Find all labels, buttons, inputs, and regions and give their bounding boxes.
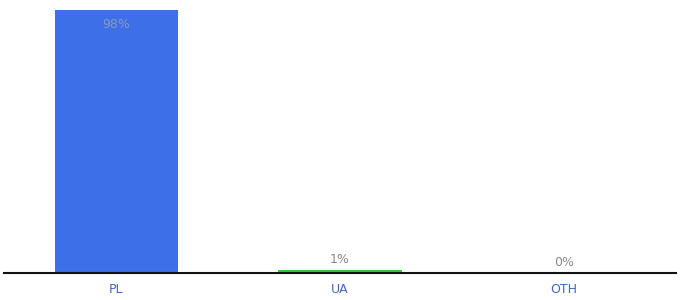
Bar [278, 270, 402, 273]
Text: 0%: 0% [554, 256, 574, 269]
Text: 1%: 1% [330, 254, 350, 266]
Bar [54, 10, 177, 273]
Text: 98%: 98% [102, 18, 130, 31]
